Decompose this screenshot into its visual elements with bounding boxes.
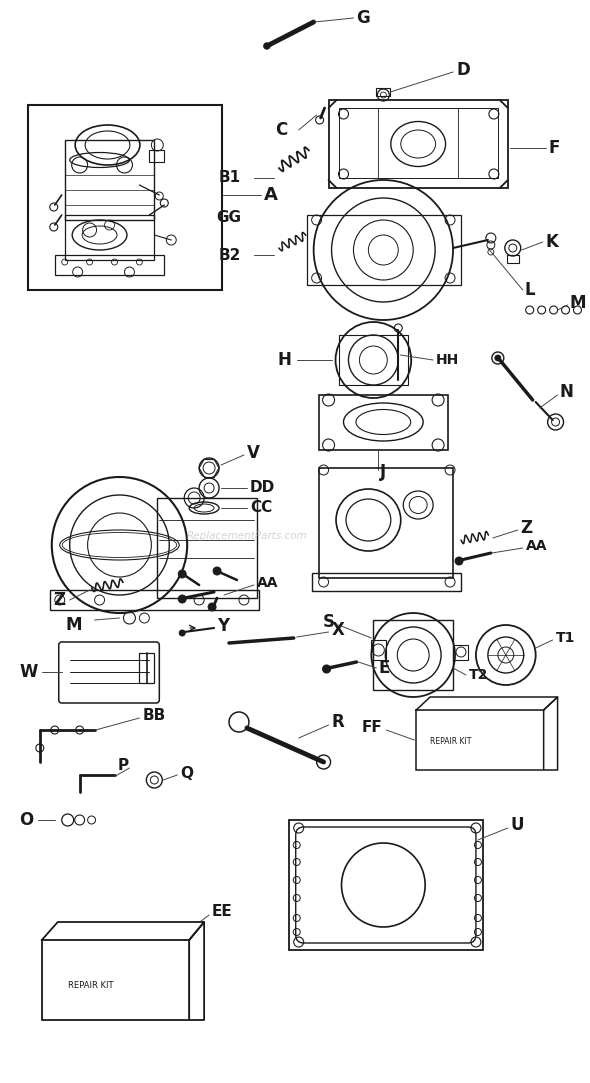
Text: E: E xyxy=(378,658,390,677)
Text: CC: CC xyxy=(250,500,272,516)
Text: AA: AA xyxy=(526,539,547,553)
Bar xyxy=(158,498,257,598)
Text: N: N xyxy=(559,383,573,401)
Bar xyxy=(65,140,155,220)
Bar xyxy=(371,640,386,660)
Text: B1: B1 xyxy=(219,170,241,185)
Text: M: M xyxy=(65,616,81,634)
Text: REPAIR KIT: REPAIR KIT xyxy=(430,738,471,746)
Text: FF: FF xyxy=(362,720,382,735)
Circle shape xyxy=(178,570,186,578)
Text: Y: Y xyxy=(217,617,229,635)
Bar xyxy=(319,395,448,451)
Bar xyxy=(329,100,508,188)
Text: C: C xyxy=(276,121,288,139)
Polygon shape xyxy=(42,922,204,940)
Text: GG: GG xyxy=(216,210,241,225)
Bar xyxy=(139,653,155,683)
Text: L: L xyxy=(525,280,535,299)
Circle shape xyxy=(179,630,185,636)
Bar xyxy=(453,645,468,660)
Polygon shape xyxy=(543,697,558,770)
Bar xyxy=(149,151,164,162)
Circle shape xyxy=(323,665,330,673)
Bar xyxy=(339,335,408,384)
Text: EE: EE xyxy=(212,904,233,919)
Text: K: K xyxy=(546,233,559,251)
Text: H: H xyxy=(278,351,291,369)
Bar xyxy=(55,255,164,275)
Text: P: P xyxy=(117,757,129,772)
Text: W: W xyxy=(19,663,38,681)
Text: Z: Z xyxy=(54,591,65,609)
Text: DD: DD xyxy=(250,481,275,496)
Text: D: D xyxy=(456,61,470,79)
Circle shape xyxy=(208,603,216,611)
Bar xyxy=(65,216,155,260)
Text: T1: T1 xyxy=(556,631,575,645)
Bar xyxy=(416,710,543,770)
Circle shape xyxy=(178,595,186,603)
Text: G: G xyxy=(356,9,370,27)
Bar xyxy=(376,88,391,96)
Circle shape xyxy=(495,355,501,361)
Circle shape xyxy=(264,43,270,49)
Text: F: F xyxy=(549,139,560,157)
Text: REPAIR KIT: REPAIR KIT xyxy=(68,980,113,990)
Bar xyxy=(507,255,519,263)
Bar xyxy=(28,105,222,290)
Polygon shape xyxy=(189,922,204,1020)
Text: M: M xyxy=(569,293,586,312)
Text: B2: B2 xyxy=(218,248,241,262)
Text: U: U xyxy=(511,815,525,834)
Bar xyxy=(42,940,189,1020)
Circle shape xyxy=(213,567,221,575)
Text: J: J xyxy=(381,464,386,481)
Text: Q: Q xyxy=(180,766,193,781)
Text: AA: AA xyxy=(257,576,278,590)
Text: A: A xyxy=(264,186,278,204)
Text: T2: T2 xyxy=(469,668,489,682)
Text: Z: Z xyxy=(521,519,533,537)
Bar xyxy=(319,468,453,578)
Bar xyxy=(307,216,461,285)
Polygon shape xyxy=(416,697,558,710)
Circle shape xyxy=(455,557,463,565)
Bar xyxy=(312,573,461,591)
Bar xyxy=(339,108,498,178)
Text: R: R xyxy=(332,713,345,731)
Text: S: S xyxy=(323,613,335,631)
Text: O: O xyxy=(19,811,34,828)
Text: BB: BB xyxy=(142,708,166,723)
Text: X: X xyxy=(332,621,345,639)
Text: V: V xyxy=(247,444,260,462)
Bar xyxy=(373,619,453,690)
Bar xyxy=(50,590,259,610)
Text: HH: HH xyxy=(436,353,460,367)
Text: ReplacementParts.com: ReplacementParts.com xyxy=(186,531,307,542)
Bar xyxy=(289,820,483,950)
